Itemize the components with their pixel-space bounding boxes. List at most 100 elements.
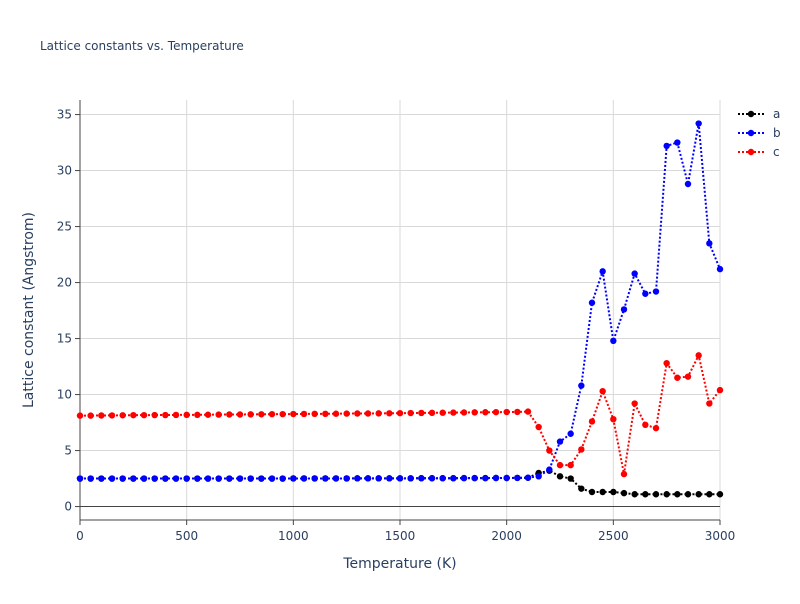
data-point-b[interactable] [439, 475, 446, 482]
data-point-c[interactable] [268, 410, 276, 418]
data-point-c[interactable] [439, 409, 446, 416]
data-point-b[interactable] [396, 475, 404, 482]
data-point-a[interactable] [642, 491, 649, 498]
data-point-c[interactable] [482, 409, 489, 416]
data-point-c[interactable] [684, 373, 692, 380]
data-point-b[interactable] [300, 475, 308, 482]
data-point-b[interactable] [322, 475, 329, 482]
data-point-b[interactable] [535, 473, 542, 480]
data-point-c[interactable] [98, 412, 105, 419]
data-point-b[interactable] [546, 466, 553, 473]
data-point-b[interactable] [215, 475, 222, 482]
data-point-c[interactable] [674, 374, 681, 381]
data-point-b[interactable] [418, 475, 425, 482]
data-point-c[interactable] [578, 446, 585, 453]
data-point-c[interactable] [620, 470, 628, 478]
data-point-c[interactable] [599, 388, 606, 395]
data-point-b[interactable] [599, 268, 606, 275]
data-point-b[interactable] [268, 475, 276, 482]
data-point-b[interactable] [652, 288, 660, 295]
data-point-c[interactable] [247, 411, 254, 418]
data-point-c[interactable] [396, 409, 404, 417]
data-point-a[interactable] [631, 491, 638, 498]
data-point-b[interactable] [279, 475, 286, 482]
data-point-b[interactable] [706, 240, 713, 247]
data-point-a[interactable] [684, 491, 692, 498]
data-point-c[interactable] [631, 400, 638, 407]
data-point-b[interactable] [588, 299, 596, 306]
data-point-b[interactable] [258, 475, 265, 482]
data-point-b[interactable] [87, 475, 94, 482]
data-point-b[interactable] [130, 475, 137, 482]
data-point-b[interactable] [354, 475, 361, 482]
data-point-c[interactable] [151, 411, 158, 419]
data-point-b[interactable] [620, 306, 628, 313]
data-point-b[interactable] [567, 430, 574, 437]
data-point-c[interactable] [354, 410, 361, 417]
data-point-b[interactable] [108, 475, 116, 482]
data-point-a[interactable] [663, 491, 670, 498]
data-point-a[interactable] [578, 485, 585, 492]
data-point-c[interactable] [130, 411, 137, 419]
data-point-b[interactable] [140, 475, 148, 482]
data-point-b[interactable] [492, 474, 500, 482]
data-point-c[interactable] [279, 410, 286, 418]
data-point-c[interactable] [183, 411, 190, 419]
data-point-c[interactable] [87, 412, 94, 419]
data-point-b[interactable] [556, 438, 564, 445]
data-point-c[interactable] [503, 408, 510, 416]
data-point-b[interactable] [364, 475, 372, 482]
data-point-c[interactable] [226, 411, 233, 418]
data-point-c[interactable] [311, 410, 318, 418]
data-point-c[interactable] [652, 424, 660, 432]
data-point-c[interactable] [204, 411, 212, 418]
data-point-a[interactable] [567, 475, 574, 482]
data-point-b[interactable] [450, 475, 457, 482]
legend-item-b[interactable]: b [738, 126, 781, 140]
data-point-c[interactable] [322, 410, 329, 418]
data-point-a[interactable] [695, 491, 702, 498]
data-point-b[interactable] [343, 475, 350, 482]
data-point-c[interactable] [695, 352, 702, 359]
data-point-c[interactable] [546, 447, 553, 454]
data-point-b[interactable] [631, 270, 638, 277]
data-point-c[interactable] [172, 411, 180, 419]
data-point-c[interactable] [514, 408, 521, 416]
data-point-b[interactable] [151, 475, 158, 482]
data-point-b[interactable] [204, 475, 212, 482]
data-point-b[interactable] [98, 475, 105, 482]
data-point-b[interactable] [375, 475, 382, 482]
data-point-b[interactable] [407, 475, 414, 482]
data-point-c[interactable] [108, 412, 116, 419]
data-point-c[interactable] [556, 461, 564, 469]
data-point-b[interactable] [684, 180, 692, 188]
data-point-c[interactable] [300, 410, 308, 418]
data-point-a[interactable] [674, 491, 681, 498]
data-point-c[interactable] [407, 409, 414, 417]
data-point-c[interactable] [567, 461, 574, 469]
data-point-c[interactable] [375, 410, 382, 417]
data-point-b[interactable] [119, 475, 126, 482]
data-point-b[interactable] [610, 337, 617, 344]
data-point-c[interactable] [236, 411, 244, 418]
data-point-c[interactable] [471, 409, 478, 416]
data-point-c[interactable] [716, 386, 724, 394]
data-point-c[interactable] [642, 421, 649, 428]
data-point-b[interactable] [503, 474, 510, 482]
data-point-a[interactable] [716, 491, 724, 498]
data-point-b[interactable] [226, 475, 233, 482]
data-point-c[interactable] [450, 409, 457, 416]
data-point-b[interactable] [386, 475, 393, 482]
data-point-b[interactable] [76, 475, 84, 482]
data-point-b[interactable] [514, 474, 521, 482]
legend-item-c[interactable]: c [738, 145, 780, 159]
data-point-c[interactable] [610, 416, 617, 423]
legend-item-a[interactable]: a [738, 107, 780, 121]
data-point-b[interactable] [482, 474, 489, 482]
data-point-c[interactable] [535, 423, 542, 431]
data-point-b[interactable] [428, 475, 436, 482]
data-point-c[interactable] [706, 400, 713, 407]
data-point-a[interactable] [652, 491, 660, 498]
data-point-c[interactable] [258, 411, 265, 418]
data-point-a[interactable] [556, 473, 564, 480]
